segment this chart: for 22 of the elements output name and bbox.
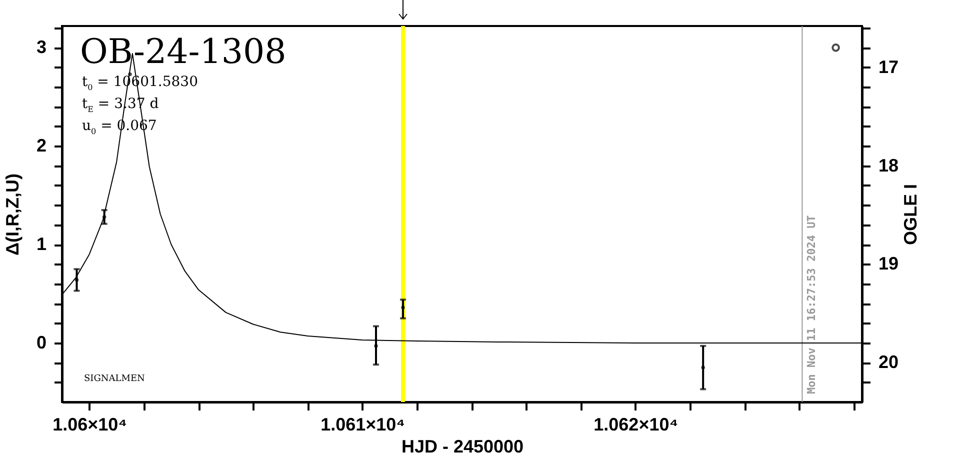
point <box>701 366 705 370</box>
y2-axis-title: OGLE I <box>900 184 921 246</box>
y2-tick-label: 20 <box>878 352 899 372</box>
y2-tick-label: 19 <box>878 254 899 274</box>
annotation: Mon Nov 11 16:27:53 2024 UT <box>805 214 818 394</box>
y-axis-title: Δ(I,R,Z,U) <box>2 174 22 256</box>
x-tick-label: 1.061×10⁴ <box>320 414 406 434</box>
y2-tick-label: 17 <box>878 56 899 77</box>
x-tick-label: 1.062×10⁴ <box>594 414 678 434</box>
chart-title: OB-24-1308 <box>80 32 286 72</box>
y2-tick-label: 18 <box>878 155 899 176</box>
x-axis-title: HJD - 2450000 <box>401 436 524 456</box>
y-tick-label: 1 <box>36 234 46 254</box>
point <box>374 344 378 348</box>
y-tick-label: 3 <box>36 37 46 58</box>
point <box>74 278 79 282</box>
point <box>102 215 106 219</box>
point <box>401 306 405 310</box>
y-tick-label: 2 <box>36 136 46 156</box>
x-tick-label: 1.06×10⁴ <box>52 414 128 434</box>
annotation: SIGNALMEN <box>84 374 145 384</box>
y-tick-label: 0 <box>36 332 46 352</box>
